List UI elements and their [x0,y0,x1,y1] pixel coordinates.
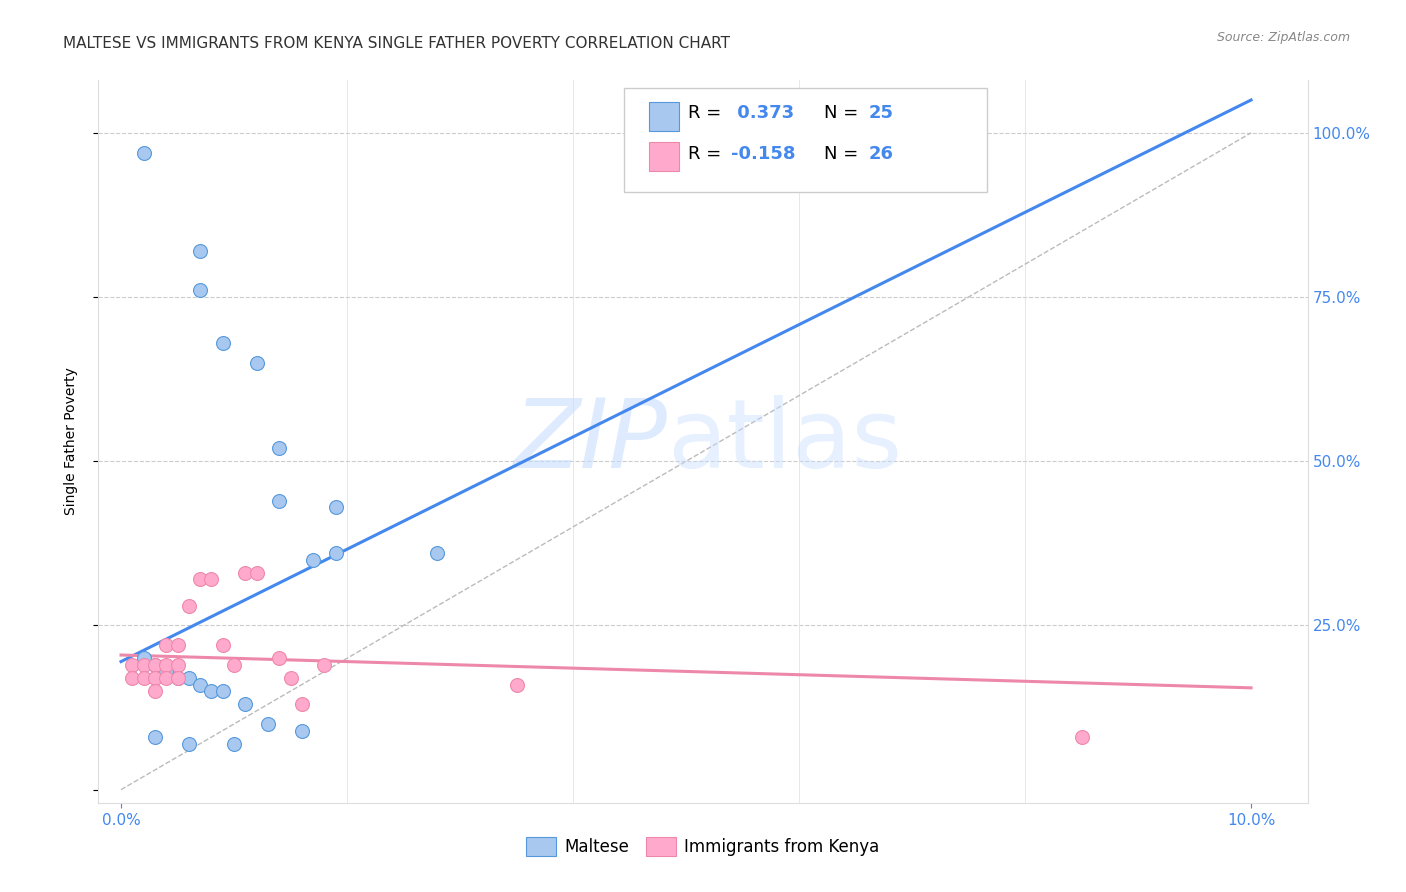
Point [177,737,200,751]
Text: ZIP: ZIP [513,395,666,488]
Point [177,671,200,685]
Y-axis label: Single Father Poverty: Single Father Poverty [63,368,77,516]
Point [291,723,314,738]
Point [314,657,336,672]
Point [257,717,280,731]
Point [121,671,143,685]
Point [166,671,188,685]
Point [155,671,177,685]
Point [132,671,155,685]
Point [200,684,222,698]
Point [132,145,155,160]
Point [505,677,527,691]
FancyBboxPatch shape [648,142,679,170]
Point [166,671,188,685]
Point [143,730,166,744]
FancyBboxPatch shape [648,102,679,131]
FancyBboxPatch shape [624,87,987,193]
Text: -0.158: -0.158 [731,145,796,163]
Text: MALTESE VS IMMIGRANTS FROM KENYA SINGLE FATHER POVERTY CORRELATION CHART: MALTESE VS IMMIGRANTS FROM KENYA SINGLE … [63,36,730,51]
Point [188,284,211,298]
Point [211,336,233,351]
Point [132,657,155,672]
Point [246,566,269,580]
Point [211,638,233,652]
Text: 0.373: 0.373 [731,103,794,122]
Point [280,671,302,685]
Point [143,684,166,698]
Point [155,657,177,672]
Point [143,657,166,672]
Point [166,638,188,652]
Point [246,356,269,370]
Point [155,638,177,652]
Point [155,665,177,679]
Point [200,573,222,587]
Point [121,657,143,672]
Text: 25: 25 [869,103,894,122]
Text: Source: ZipAtlas.com: Source: ZipAtlas.com [1216,31,1350,45]
Point [269,651,291,665]
Point [325,546,347,560]
Point [188,573,211,587]
Legend: Maltese, Immigrants from Kenya: Maltese, Immigrants from Kenya [520,830,886,863]
Point [302,553,325,567]
Text: N =: N = [824,103,863,122]
Text: N =: N = [824,145,863,163]
Point [1070,730,1092,744]
Text: 26: 26 [869,145,894,163]
Point [426,546,449,560]
Point [269,493,291,508]
Point [143,657,166,672]
Point [325,500,347,515]
Point [188,244,211,258]
Point [177,599,200,613]
Point [222,737,245,751]
Point [166,657,188,672]
Point [291,698,314,712]
Point [132,651,155,665]
Text: atlas: atlas [666,395,901,488]
Point [233,566,256,580]
Point [188,677,211,691]
Point [222,657,245,672]
Point [143,671,166,685]
Text: R =: R = [689,145,727,163]
Point [233,698,256,712]
Point [211,684,233,698]
Text: R =: R = [689,103,727,122]
Point [269,441,291,455]
